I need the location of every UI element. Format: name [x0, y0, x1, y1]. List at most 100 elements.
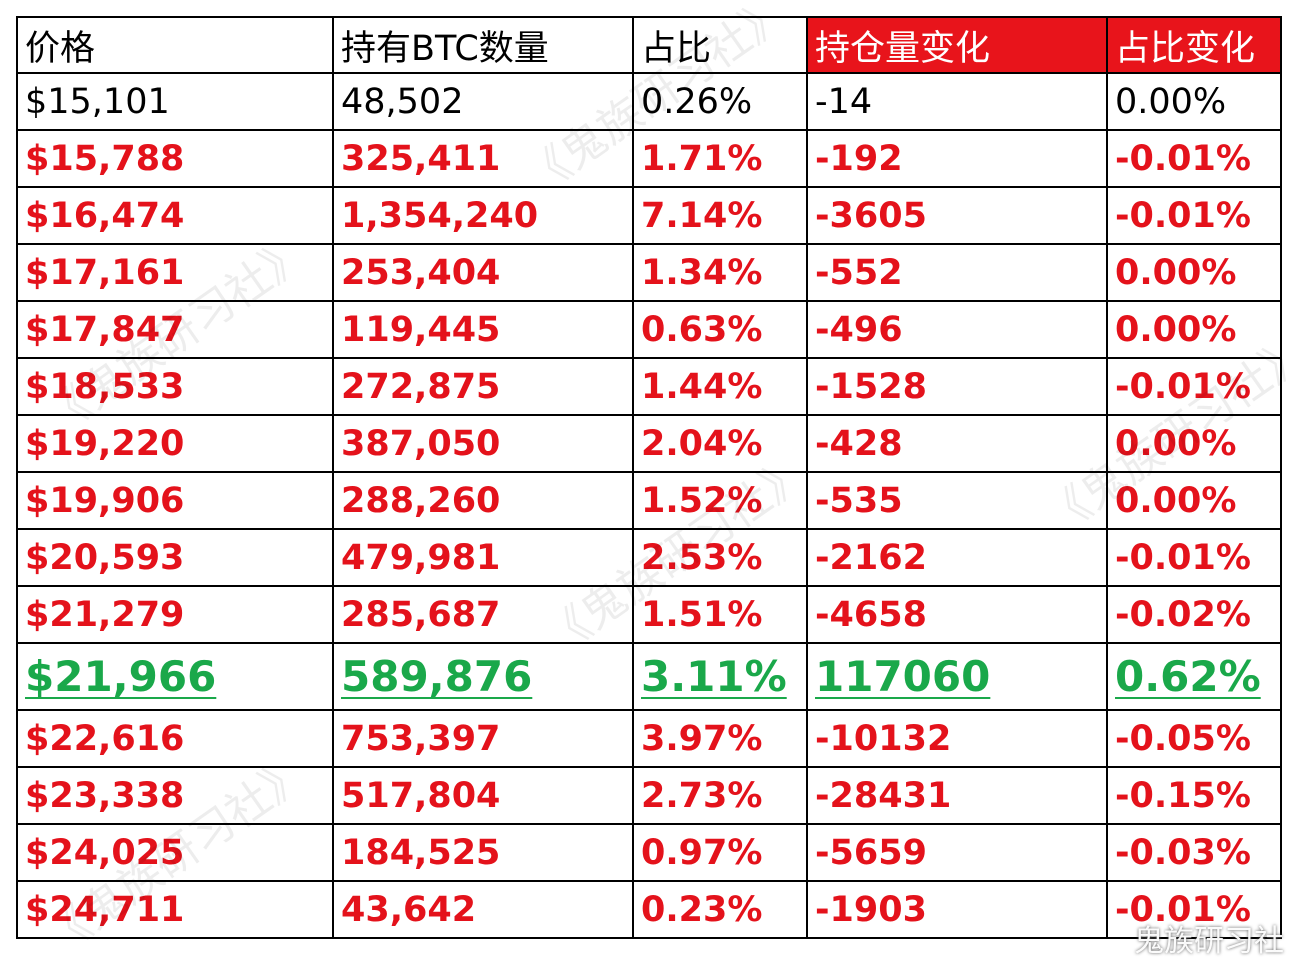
- header-row: 价格 持有BTC数量 占比 持仓量变化 占比变化: [16, 16, 1282, 74]
- table-cell: 1.52%: [632, 471, 808, 530]
- table-cell: 3.97%: [632, 709, 808, 768]
- header-cell: 持有BTC数量: [332, 16, 634, 74]
- table-row: $24,711 43,642 0.23% -1903 -0.01%: [16, 880, 1282, 939]
- cell-text: -428: [815, 423, 903, 464]
- table-row: $17,847 119,445 0.63% -496 0.00%: [16, 300, 1282, 359]
- cell-text: 0.23%: [641, 889, 763, 930]
- table-cell: 1,354,240: [332, 186, 634, 245]
- table-cell: -0.01%: [1106, 186, 1282, 245]
- table-cell: 0.63%: [632, 300, 808, 359]
- data-table: 价格 持有BTC数量 占比 持仓量变化 占比变化 $15,101 48,502 0.26% -…: [16, 16, 1282, 939]
- table-cell: 0.23%: [632, 880, 808, 939]
- table-cell: -14: [806, 72, 1108, 131]
- cell-text: -0.01%: [1115, 195, 1251, 236]
- table-cell: -0.01%: [1106, 528, 1282, 587]
- cell-text: 1,354,240: [341, 195, 539, 236]
- table-cell: 0.26%: [632, 72, 808, 131]
- table-cell: $18,533: [16, 357, 334, 416]
- table-cell: 479,981: [332, 528, 634, 587]
- cell-text: 2.04%: [641, 423, 763, 464]
- table-cell: -192: [806, 129, 1108, 188]
- cell-text: -496: [815, 309, 903, 350]
- table-cell: $21,966: [16, 642, 334, 711]
- table-cell: 253,404: [332, 243, 634, 302]
- cell-text: $23,338: [25, 775, 185, 816]
- table-cell: 43,642: [332, 880, 634, 939]
- table-cell: 285,687: [332, 585, 634, 644]
- cell-text: 1.52%: [641, 480, 763, 521]
- cell-text: 1.44%: [641, 366, 763, 407]
- table-row: $15,788 325,411 1.71% -192 -0.01%: [16, 129, 1282, 188]
- table-cell: 48,502: [332, 72, 634, 131]
- table-cell: 0.00%: [1106, 471, 1282, 530]
- table-row: $18,533 272,875 1.44% -1528 -0.01%: [16, 357, 1282, 416]
- table-cell: 0.00%: [1106, 243, 1282, 302]
- cell-text: -0.01%: [1115, 366, 1251, 407]
- cell-text: 184,525: [341, 832, 501, 873]
- table-row: $23,338 517,804 2.73% -28431 -0.15%: [16, 766, 1282, 825]
- table-cell: -3605: [806, 186, 1108, 245]
- cell-text: 0.62%: [1115, 652, 1261, 701]
- cell-text: -1903: [815, 889, 927, 930]
- cell-text: 0.00%: [1115, 480, 1237, 521]
- header-cell: 占比变化: [1106, 16, 1282, 74]
- cell-text: -552: [815, 252, 903, 293]
- cell-text: 0.63%: [641, 309, 763, 350]
- cell-text: -2162: [815, 537, 927, 578]
- table-cell: $17,161: [16, 243, 334, 302]
- table-cell: -496: [806, 300, 1108, 359]
- table-cell: 1.51%: [632, 585, 808, 644]
- table-row: $16,474 1,354,240 7.14% -3605 -0.01%: [16, 186, 1282, 245]
- cell-text: $24,025: [25, 832, 185, 873]
- cell-text: 1.71%: [641, 138, 763, 179]
- table-cell: $23,338: [16, 766, 334, 825]
- cell-text: 285,687: [341, 594, 501, 635]
- cell-text: 325,411: [341, 138, 501, 179]
- table-cell: $24,711: [16, 880, 334, 939]
- table-cell: 7.14%: [632, 186, 808, 245]
- table-row: $21,966 589,876 3.11% 117060 0.62%: [16, 642, 1282, 711]
- table-cell: $21,279: [16, 585, 334, 644]
- cell-text: $15,101: [25, 81, 170, 122]
- table-cell: 325,411: [332, 129, 634, 188]
- table-cell: -0.05%: [1106, 709, 1282, 768]
- cell-text: 3.97%: [641, 718, 763, 759]
- table-cell: 1.44%: [632, 357, 808, 416]
- table-cell: 119,445: [332, 300, 634, 359]
- table-cell: 1.71%: [632, 129, 808, 188]
- cell-text: -0.01%: [1115, 138, 1251, 179]
- cell-text: 0.26%: [641, 81, 753, 122]
- table-cell: $16,474: [16, 186, 334, 245]
- cell-text: $21,279: [25, 594, 185, 635]
- cell-text: 0.00%: [1115, 81, 1227, 122]
- cell-text: 272,875: [341, 366, 501, 407]
- cell-text: 517,804: [341, 775, 501, 816]
- table-cell: -0.01%: [1106, 880, 1282, 939]
- cell-text: -0.05%: [1115, 718, 1251, 759]
- cell-text: 48,502: [341, 81, 464, 122]
- cell-text: 253,404: [341, 252, 501, 293]
- table-cell: -28431: [806, 766, 1108, 825]
- cell-text: 0.00%: [1115, 423, 1237, 464]
- cell-text: $20,593: [25, 537, 185, 578]
- table-row: $19,906 288,260 1.52% -535 0.00%: [16, 471, 1282, 530]
- cell-text: -5659: [815, 832, 927, 873]
- table-cell: $24,025: [16, 823, 334, 882]
- table-cell: 1.34%: [632, 243, 808, 302]
- table-cell: $19,906: [16, 471, 334, 530]
- table-cell: -10132: [806, 709, 1108, 768]
- table-cell: -0.01%: [1106, 357, 1282, 416]
- cell-text: $21,966: [25, 652, 217, 701]
- table-row: $20,593 479,981 2.53% -2162 -0.01%: [16, 528, 1282, 587]
- table-cell: $19,220: [16, 414, 334, 473]
- table-cell: 517,804: [332, 766, 634, 825]
- cell-text: $15,788: [25, 138, 185, 179]
- cell-text: 7.14%: [641, 195, 763, 236]
- cell-text: 479,981: [341, 537, 501, 578]
- cell-text: $22,616: [25, 718, 185, 759]
- cell-text: $16,474: [25, 195, 185, 236]
- cell-text: 2.53%: [641, 537, 763, 578]
- table-row: $15,101 48,502 0.26% -14 0.00%: [16, 72, 1282, 131]
- table-cell: -5659: [806, 823, 1108, 882]
